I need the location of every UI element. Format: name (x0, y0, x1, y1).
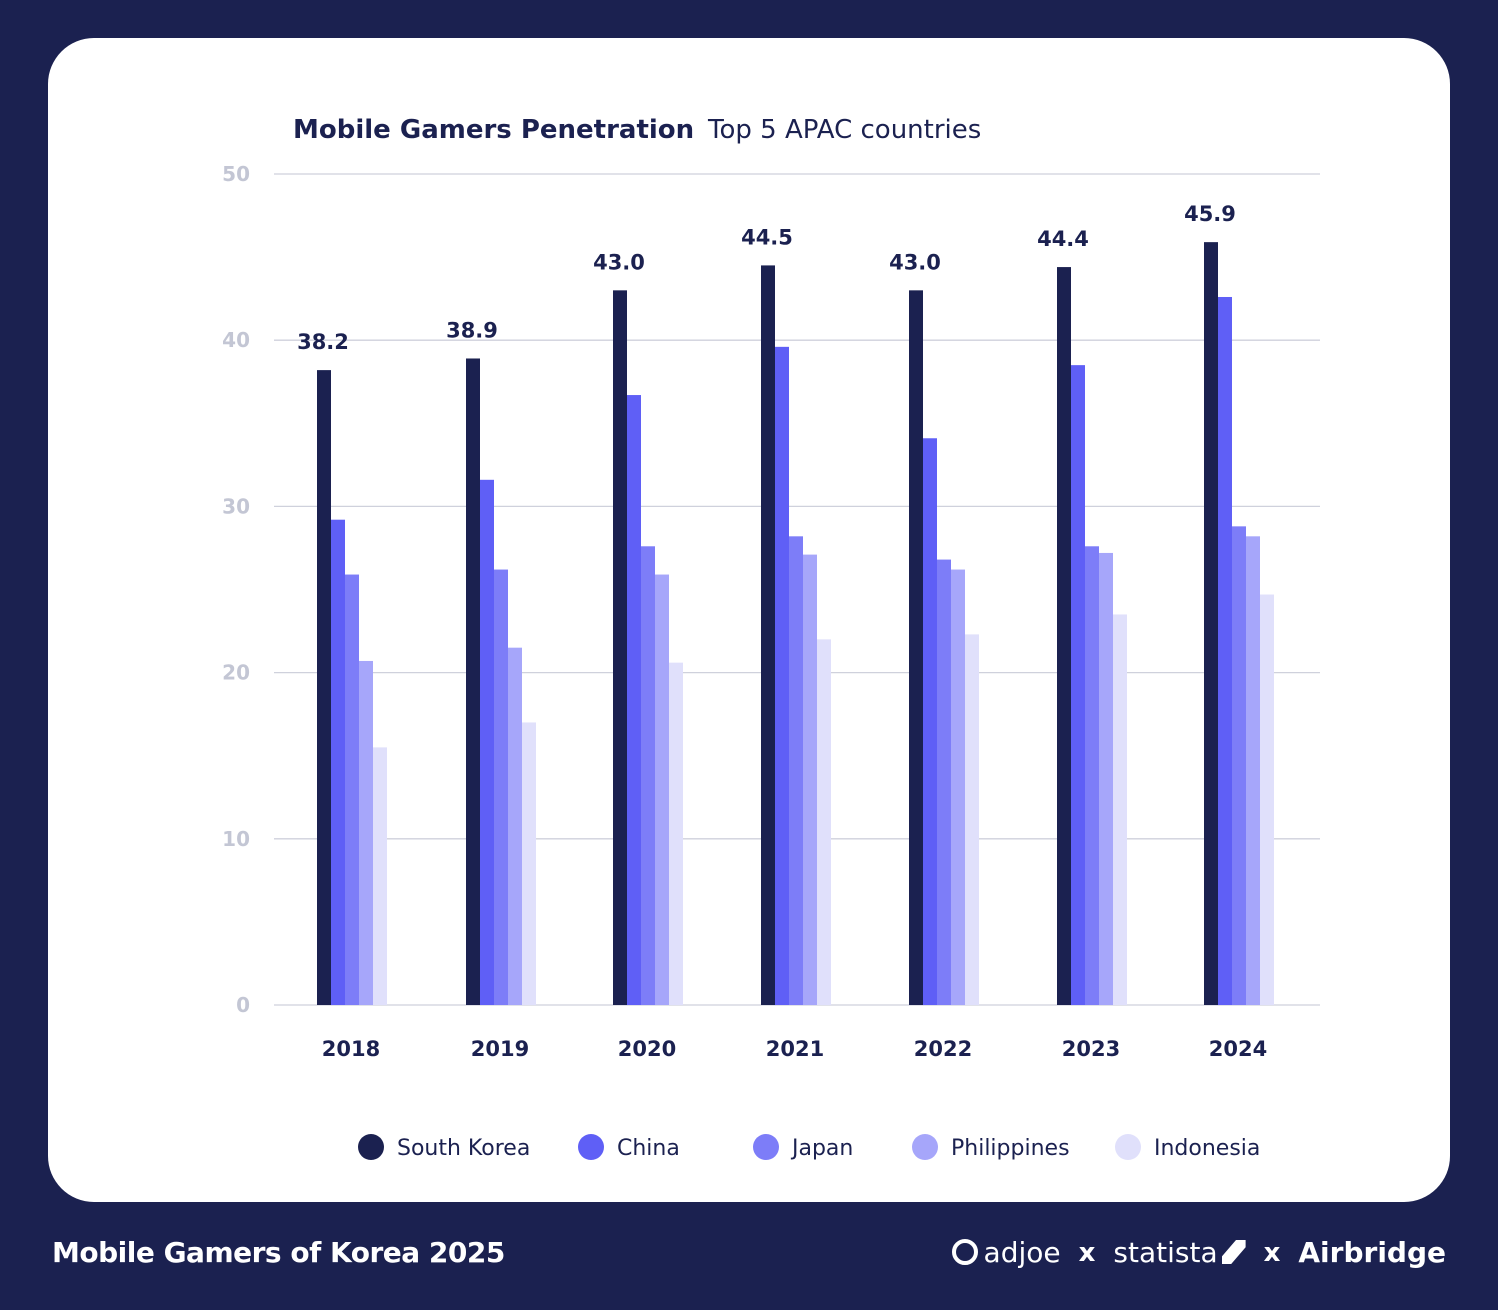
bar-japan (789, 536, 803, 1005)
bars (317, 242, 1274, 1006)
bar-china (331, 519, 345, 1005)
bar-japan (494, 569, 508, 1005)
chart-card: Mobile Gamers Penetration Top 5 APAC cou… (48, 38, 1450, 1202)
bar-philippines (508, 647, 522, 1005)
separator-x: x (1263, 1237, 1281, 1268)
legend-marker (358, 1134, 384, 1160)
bar-indonesia (965, 634, 979, 1005)
legend-label: Japan (790, 1136, 853, 1161)
legend: South Korea China Japan Philippines Indonesi… (358, 1134, 1260, 1161)
bar-indonesia (817, 639, 831, 1005)
data-label: 44.5 (741, 225, 793, 249)
legend-marker (912, 1134, 938, 1160)
bar-indonesia (669, 662, 683, 1005)
bar-philippines (1246, 536, 1260, 1005)
bar-japan (641, 546, 655, 1005)
legend-label: Indonesia (1154, 1136, 1260, 1161)
x-category-label: 2018 (322, 1037, 380, 1061)
adjoe-icon (951, 1239, 978, 1265)
bar-japan (345, 574, 359, 1005)
data-label: 43.0 (593, 250, 645, 274)
legend-label: Philippines (951, 1136, 1070, 1161)
y-tick-label: 40 (222, 328, 250, 352)
bar-philippines (1099, 552, 1113, 1005)
data-label: 38.2 (297, 330, 349, 354)
x-category-label: 2020 (618, 1037, 676, 1061)
y-tick-label: 50 (222, 162, 250, 186)
data-label: 44.4 (1037, 227, 1089, 251)
footer-brands: adjoe x statista x Airbridge (951, 1236, 1446, 1269)
statista-logo: statista (1113, 1236, 1246, 1269)
bar-south-korea (1204, 242, 1218, 1006)
bar-china (1071, 365, 1085, 1005)
y-tick-label: 0 (236, 993, 250, 1017)
legend-marker (1115, 1134, 1141, 1160)
chart-subtitle: Top 5 APAC countries (707, 115, 981, 145)
bar-south-korea (1057, 267, 1071, 1005)
legend-label: China (617, 1136, 680, 1161)
y-tick-label: 20 (222, 661, 250, 685)
bar-south-korea (613, 290, 627, 1006)
statista-text: statista (1113, 1236, 1218, 1269)
legend-marker (578, 1134, 604, 1160)
separator-x: x (1078, 1237, 1096, 1268)
bar-china (1218, 296, 1232, 1005)
bar-china (775, 346, 789, 1005)
x-axis-categories: 2018 2019 2020 2021 2022 2023 2024 (322, 1037, 1267, 1061)
adjoe-logo: adjoe (951, 1236, 1061, 1269)
data-label: 38.9 (446, 318, 498, 342)
bar-south-korea (466, 358, 480, 1005)
x-category-label: 2024 (1209, 1037, 1267, 1061)
data-label: 43.0 (889, 250, 941, 274)
adjoe-text: adjoe (983, 1236, 1061, 1269)
airbridge-logo: Airbridge (1298, 1236, 1446, 1269)
bar-south-korea (761, 265, 775, 1005)
bar-indonesia (522, 722, 536, 1005)
bar-indonesia (1260, 594, 1274, 1005)
bar-south-korea (909, 290, 923, 1006)
chart-title: Mobile Gamers Penetration (293, 115, 694, 145)
bar-japan (1232, 526, 1246, 1005)
bar-japan (937, 559, 951, 1005)
bar-china (480, 479, 494, 1006)
bar-japan (1085, 546, 1099, 1005)
chart-svg: Mobile Gamers Penetration Top 5 APAC cou… (222, 115, 1320, 1161)
bar-indonesia (373, 747, 387, 1005)
legend-label: South Korea (397, 1136, 530, 1161)
x-category-label: 2022 (914, 1037, 972, 1061)
x-category-label: 2021 (766, 1037, 824, 1061)
x-category-label: 2023 (1062, 1037, 1120, 1061)
y-tick-label: 30 (222, 494, 250, 518)
bar-south-korea (317, 370, 331, 1006)
bar-philippines (951, 569, 965, 1005)
bar-philippines (803, 554, 817, 1005)
data-labels: 38.2 38.9 43.0 44.5 43.0 44.4 45.9 (297, 202, 1236, 354)
x-category-label: 2019 (471, 1037, 529, 1061)
bar-indonesia (1113, 614, 1127, 1005)
y-tick-label: 10 (222, 827, 250, 851)
bar-china (627, 395, 641, 1005)
footer-title: Mobile Gamers of Korea 2025 (52, 1236, 505, 1269)
statista-icon (1221, 1240, 1246, 1264)
legend-marker (753, 1134, 779, 1160)
data-label: 45.9 (1184, 202, 1236, 226)
bar-china (923, 438, 937, 1005)
bar-philippines (655, 574, 669, 1005)
y-axis-ticks: 0 10 20 30 40 50 (222, 162, 250, 1017)
bar-philippines (359, 660, 373, 1005)
